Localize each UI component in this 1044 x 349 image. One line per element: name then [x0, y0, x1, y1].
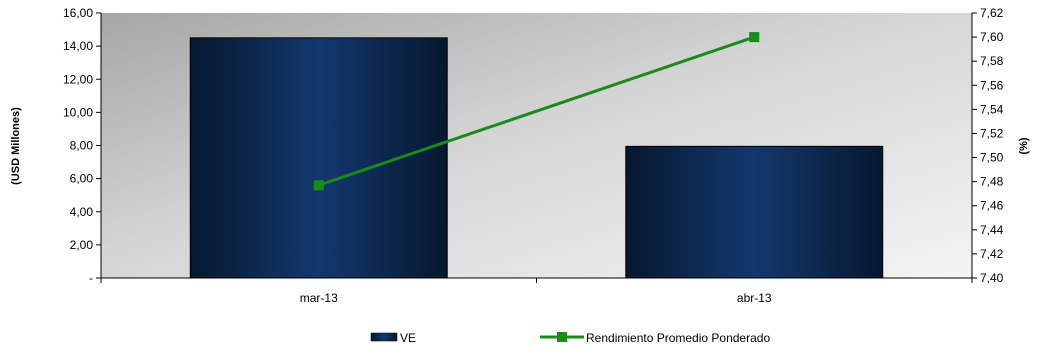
left-tick-label: 16,00	[63, 6, 93, 20]
left-tick-label: 8,00	[70, 139, 94, 153]
rendimiento-point	[749, 32, 760, 43]
legend-label-ve: VE	[400, 331, 416, 345]
legend: VE Rendimiento Promedio Ponderado	[370, 331, 770, 345]
right-tick-label: 7,60	[980, 30, 1004, 44]
x-category-label: mar-13	[300, 291, 338, 305]
right-tick-label: 7,52	[980, 126, 1004, 140]
left-tick-label: 6,00	[70, 172, 94, 186]
right-tick-label: 7,56	[980, 78, 1004, 92]
left-tick-label: 12,00	[63, 72, 93, 86]
bar-series	[189, 37, 884, 279]
y-axis-title: (USD Millones)	[10, 107, 22, 185]
right-tick-label: 7,48	[980, 175, 1004, 189]
right-tick-label: 7,62	[980, 6, 1004, 20]
legend-marker-rendimiento	[557, 332, 567, 342]
ve-bar	[189, 37, 448, 279]
y2-axis-title: (%)	[1018, 137, 1030, 154]
right-tick-label: 7,42	[980, 247, 1004, 261]
legend-item-ve: VE	[370, 331, 416, 345]
legend-swatch-ve	[370, 332, 398, 342]
axes: - 2,00 4,00 6,00 8,00 10,00 12,00 14,00 16,00 7,…	[63, 6, 1004, 305]
rendimiento-line	[318, 35, 755, 187]
rendimiento-point	[313, 180, 324, 191]
line-series	[313, 32, 760, 191]
right-axis-ticks: 7,40 7,42 7,44 7,46 7,48 7,50 7,52 7,54 7,56 7,58…	[972, 6, 1004, 285]
left-axis-ticks: - 2,00 4,00 6,00 8,00 10,00 12,00 14,00 16,00	[63, 6, 101, 285]
ve-bar	[625, 145, 884, 279]
x-category-label: abr-13	[737, 291, 772, 305]
right-tick-label: 7,44	[980, 223, 1004, 237]
right-tick-label: 7,46	[980, 199, 1004, 213]
legend-item-rendimiento: Rendimiento Promedio Ponderado	[540, 331, 770, 345]
right-tick-label: 7,58	[980, 54, 1004, 68]
right-tick-label: 7,54	[980, 102, 1004, 116]
left-tick-label: 4,00	[70, 205, 94, 219]
right-tick-label: 7,40	[980, 271, 1004, 285]
left-tick-label: -	[89, 271, 93, 285]
right-tick-label: 7,50	[980, 151, 1004, 165]
left-tick-label: 14,00	[63, 39, 93, 53]
left-tick-label: 10,00	[63, 105, 93, 119]
legend-label-rendimiento: Rendimiento Promedio Ponderado	[586, 331, 770, 345]
x-axis-ticks: mar-13 abr-13	[100, 278, 973, 305]
left-tick-label: 2,00	[70, 238, 94, 252]
